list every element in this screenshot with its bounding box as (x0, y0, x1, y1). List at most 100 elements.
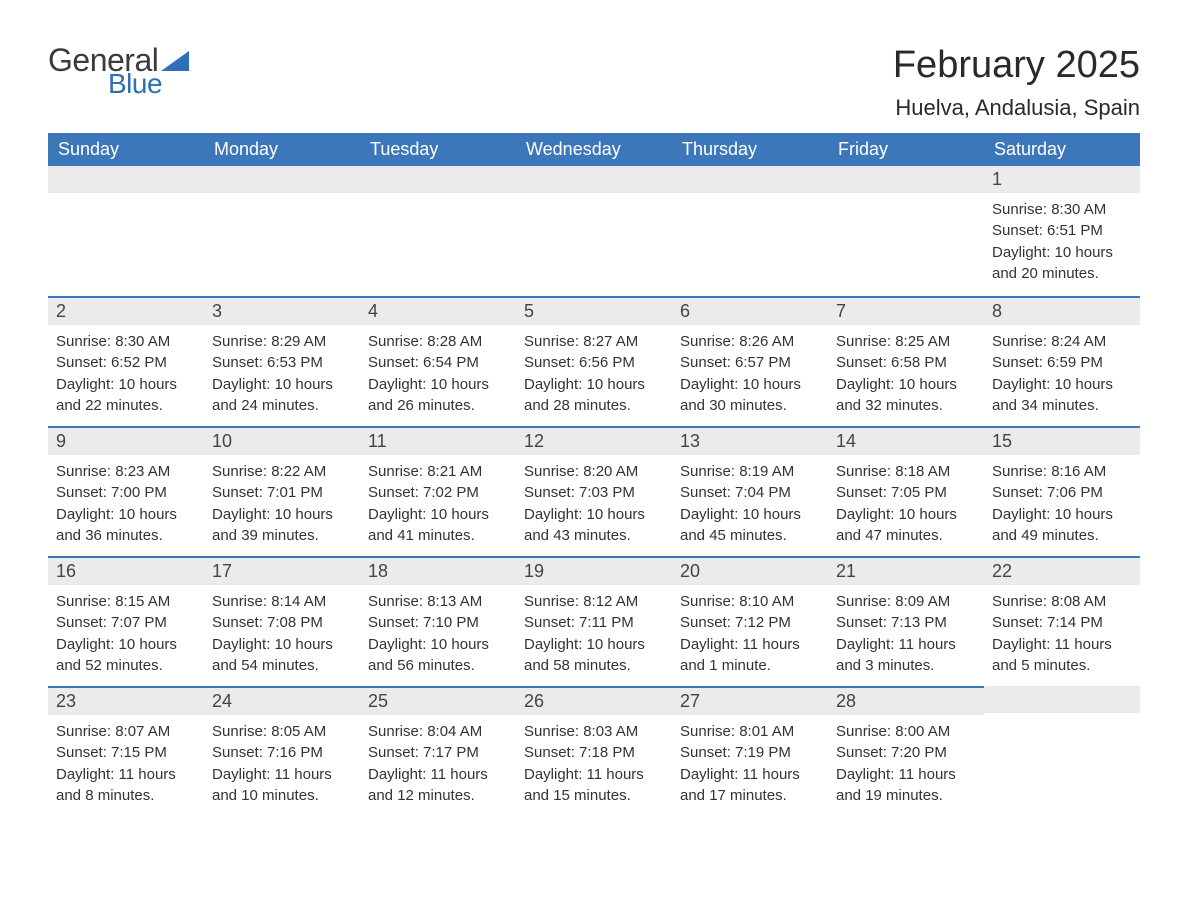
weekday-header: Tuesday (360, 133, 516, 166)
sunset-text: Sunset: 7:05 PM (836, 482, 976, 503)
calendar-day-cell: 26Sunrise: 8:03 AMSunset: 7:18 PMDayligh… (516, 686, 672, 816)
calendar-day-cell: 9Sunrise: 8:23 AMSunset: 7:00 PMDaylight… (48, 426, 204, 556)
daylight-text: Daylight: 10 hours and 41 minutes. (368, 504, 508, 547)
calendar-day-cell: 4Sunrise: 8:28 AMSunset: 6:54 PMDaylight… (360, 296, 516, 426)
sunset-text: Sunset: 6:54 PM (368, 352, 508, 373)
sunset-text: Sunset: 7:13 PM (836, 612, 976, 633)
calendar-day-cell (204, 166, 360, 296)
day-content: Sunrise: 8:19 AMSunset: 7:04 PMDaylight:… (672, 455, 828, 552)
calendar-day-cell: 3Sunrise: 8:29 AMSunset: 6:53 PMDaylight… (204, 296, 360, 426)
calendar-day-cell: 2Sunrise: 8:30 AMSunset: 6:52 PMDaylight… (48, 296, 204, 426)
daylight-text: Daylight: 11 hours and 1 minute. (680, 634, 820, 677)
calendar-day-cell (516, 166, 672, 296)
sunset-text: Sunset: 7:11 PM (524, 612, 664, 633)
daylight-text: Daylight: 10 hours and 24 minutes. (212, 374, 352, 417)
day-number: 7 (828, 296, 984, 325)
day-number: 11 (360, 426, 516, 455)
calendar-day-cell (828, 166, 984, 296)
daylight-text: Daylight: 11 hours and 17 minutes. (680, 764, 820, 807)
day-number: 17 (204, 556, 360, 585)
day-content: Sunrise: 8:21 AMSunset: 7:02 PMDaylight:… (360, 455, 516, 552)
day-content: Sunrise: 8:04 AMSunset: 7:17 PMDaylight:… (360, 715, 516, 812)
day-content: Sunrise: 8:18 AMSunset: 7:05 PMDaylight:… (828, 455, 984, 552)
sunrise-text: Sunrise: 8:10 AM (680, 591, 820, 612)
day-content: Sunrise: 8:28 AMSunset: 6:54 PMDaylight:… (360, 325, 516, 422)
calendar-week-row: 16Sunrise: 8:15 AMSunset: 7:07 PMDayligh… (48, 556, 1140, 686)
calendar-day-cell: 1Sunrise: 8:30 AMSunset: 6:51 PMDaylight… (984, 166, 1140, 296)
day-number: 27 (672, 686, 828, 715)
sunset-text: Sunset: 6:52 PM (56, 352, 196, 373)
sunrise-text: Sunrise: 8:05 AM (212, 721, 352, 742)
sunset-text: Sunset: 7:03 PM (524, 482, 664, 503)
calendar-day-cell (984, 686, 1140, 816)
day-number: 6 (672, 296, 828, 325)
daylight-text: Daylight: 10 hours and 32 minutes. (836, 374, 976, 417)
day-content: Sunrise: 8:20 AMSunset: 7:03 PMDaylight:… (516, 455, 672, 552)
calendar-day-cell: 22Sunrise: 8:08 AMSunset: 7:14 PMDayligh… (984, 556, 1140, 686)
day-content: Sunrise: 8:07 AMSunset: 7:15 PMDaylight:… (48, 715, 204, 812)
sunset-text: Sunset: 7:17 PM (368, 742, 508, 763)
sunset-text: Sunset: 7:20 PM (836, 742, 976, 763)
weekday-header: Sunday (48, 133, 204, 166)
sunset-text: Sunset: 7:10 PM (368, 612, 508, 633)
day-number: 21 (828, 556, 984, 585)
calendar-day-cell: 24Sunrise: 8:05 AMSunset: 7:16 PMDayligh… (204, 686, 360, 816)
daylight-text: Daylight: 10 hours and 26 minutes. (368, 374, 508, 417)
calendar-week-row: 23Sunrise: 8:07 AMSunset: 7:15 PMDayligh… (48, 686, 1140, 816)
daylight-text: Daylight: 10 hours and 52 minutes. (56, 634, 196, 677)
calendar-day-cell: 7Sunrise: 8:25 AMSunset: 6:58 PMDaylight… (828, 296, 984, 426)
daylight-text: Daylight: 11 hours and 8 minutes. (56, 764, 196, 807)
sunrise-text: Sunrise: 8:13 AM (368, 591, 508, 612)
day-number: 15 (984, 426, 1140, 455)
day-content: Sunrise: 8:26 AMSunset: 6:57 PMDaylight:… (672, 325, 828, 422)
calendar-day-cell: 8Sunrise: 8:24 AMSunset: 6:59 PMDaylight… (984, 296, 1140, 426)
sunset-text: Sunset: 6:56 PM (524, 352, 664, 373)
sunrise-text: Sunrise: 8:26 AM (680, 331, 820, 352)
calendar-week-row: 9Sunrise: 8:23 AMSunset: 7:00 PMDaylight… (48, 426, 1140, 556)
day-number: 10 (204, 426, 360, 455)
day-number (204, 166, 360, 193)
daylight-text: Daylight: 10 hours and 54 minutes. (212, 634, 352, 677)
sunset-text: Sunset: 6:57 PM (680, 352, 820, 373)
calendar-week-row: 1Sunrise: 8:30 AMSunset: 6:51 PMDaylight… (48, 166, 1140, 296)
calendar-day-cell: 16Sunrise: 8:15 AMSunset: 7:07 PMDayligh… (48, 556, 204, 686)
day-number (516, 166, 672, 193)
daylight-text: Daylight: 11 hours and 10 minutes. (212, 764, 352, 807)
sunrise-text: Sunrise: 8:30 AM (56, 331, 196, 352)
day-content (984, 713, 1140, 725)
sunrise-text: Sunrise: 8:04 AM (368, 721, 508, 742)
day-number (48, 166, 204, 193)
logo-text-blue: Blue (108, 70, 189, 98)
title-block: February 2025 Huelva, Andalusia, Spain (893, 44, 1140, 121)
sunset-text: Sunset: 7:08 PM (212, 612, 352, 633)
daylight-text: Daylight: 10 hours and 36 minutes. (56, 504, 196, 547)
day-number (984, 686, 1140, 713)
day-number: 26 (516, 686, 672, 715)
day-content: Sunrise: 8:05 AMSunset: 7:16 PMDaylight:… (204, 715, 360, 812)
day-content (516, 193, 672, 205)
daylight-text: Daylight: 10 hours and 22 minutes. (56, 374, 196, 417)
day-number: 18 (360, 556, 516, 585)
daylight-text: Daylight: 10 hours and 47 minutes. (836, 504, 976, 547)
calendar-day-cell: 6Sunrise: 8:26 AMSunset: 6:57 PMDaylight… (672, 296, 828, 426)
daylight-text: Daylight: 10 hours and 56 minutes. (368, 634, 508, 677)
calendar-day-cell (360, 166, 516, 296)
day-content: Sunrise: 8:03 AMSunset: 7:18 PMDaylight:… (516, 715, 672, 812)
sunrise-text: Sunrise: 8:27 AM (524, 331, 664, 352)
day-number: 28 (828, 686, 984, 715)
day-content (48, 193, 204, 205)
day-content (204, 193, 360, 205)
weekday-header: Friday (828, 133, 984, 166)
sunrise-text: Sunrise: 8:30 AM (992, 199, 1132, 220)
calendar-day-cell: 11Sunrise: 8:21 AMSunset: 7:02 PMDayligh… (360, 426, 516, 556)
day-number: 24 (204, 686, 360, 715)
calendar-day-cell: 10Sunrise: 8:22 AMSunset: 7:01 PMDayligh… (204, 426, 360, 556)
daylight-text: Daylight: 11 hours and 3 minutes. (836, 634, 976, 677)
sunrise-text: Sunrise: 8:22 AM (212, 461, 352, 482)
sunset-text: Sunset: 7:16 PM (212, 742, 352, 763)
day-content: Sunrise: 8:08 AMSunset: 7:14 PMDaylight:… (984, 585, 1140, 682)
calendar-day-cell: 27Sunrise: 8:01 AMSunset: 7:19 PMDayligh… (672, 686, 828, 816)
calendar-day-cell: 18 Sunrise: 8:13 AMSunset: 7:10 PMDayligh… (360, 556, 516, 686)
sunrise-text: Sunrise: 8:20 AM (524, 461, 664, 482)
sunset-text: Sunset: 6:58 PM (836, 352, 976, 373)
